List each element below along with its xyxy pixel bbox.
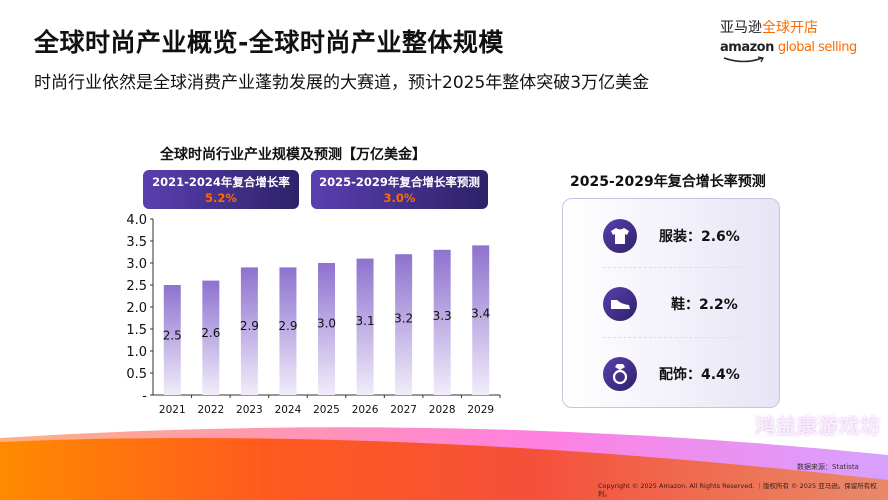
forecast-card: 服装：2.6% 鞋：2.2% 配饰：4.4% (562, 198, 780, 408)
forecast-title: 2025-2029年复合增长率预测 (570, 174, 766, 190)
bar-2025 (318, 263, 335, 395)
data-source: 数据来源：Statista (797, 463, 859, 471)
data-label: 2.9 (240, 319, 259, 333)
data-label: 3.1 (356, 314, 375, 328)
y-tick-label: 4.0 (126, 213, 147, 228)
badge-value: 5.2% (205, 191, 237, 205)
x-tick-label: 2029 (467, 404, 494, 416)
data-label: 3.4 (471, 307, 490, 321)
x-tick-label: 2027 (390, 404, 417, 416)
x-tick-label: 2025 (313, 404, 340, 416)
x-tick-label: 2021 (159, 404, 186, 416)
data-label: 2.5 (163, 329, 182, 343)
y-tick-label: 1.0 (126, 345, 147, 360)
y-tick-label: 0.5 (126, 367, 147, 382)
logo-en: amazon global selling (720, 40, 857, 55)
data-label: 2.6 (201, 326, 220, 340)
x-tick-label: 2026 (352, 404, 379, 416)
x-tick-label: 2022 (197, 404, 224, 416)
chart-title: 全球时尚行业产业规模及预测【万亿美金】 (160, 147, 426, 163)
forecast-item-accessories: 配饰：4.4% (603, 357, 740, 391)
logo-amazon: amazon (720, 40, 774, 55)
bar-2024 (279, 267, 297, 395)
bar-2022 (202, 280, 220, 395)
cagr-badge-2021-2024: 2021-2024年复合增长率 5.2% (143, 170, 299, 209)
bar-2029 (472, 245, 490, 395)
y-tick-label: 2.0 (126, 301, 147, 316)
bar-2027 (395, 254, 413, 395)
data-label: 3.2 (394, 312, 413, 326)
x-tick-label: 2023 (236, 404, 263, 416)
forecast-item-shoes: 鞋：2.2% (603, 287, 738, 321)
tshirt-icon (603, 219, 637, 253)
bar-2023 (240, 267, 258, 395)
forecast-label: 配饰：4.4% (659, 367, 740, 383)
bar-2026 (356, 258, 374, 395)
y-tick-label: 2.5 (126, 279, 147, 294)
data-label: 3.0 (317, 316, 336, 330)
page-title: 全球时尚产业概览-全球时尚产业整体规模 (34, 28, 504, 57)
bar-2028 (433, 249, 451, 395)
copyright: Copyright © 2025 Amazon. All Rights Rese… (598, 482, 877, 498)
forecast-item-apparel: 服装：2.6% (603, 219, 740, 253)
page-subtitle: 时尚行业依然是全球消费产业蓬勃发展的大赛道，预计2025年整体突破3万亿美金 (34, 73, 650, 93)
data-label: 2.9 (278, 319, 297, 333)
amazon-smile-icon (723, 56, 764, 63)
x-tick-label: 2028 (429, 404, 456, 416)
logo-cn-orange: 全球开店 (762, 20, 818, 36)
y-tick-label: 3.5 (126, 235, 147, 250)
y-tick-label: - (142, 389, 147, 404)
ring-icon (603, 357, 637, 391)
logo: 亚马逊全球开店 (720, 20, 818, 37)
shoe-icon (603, 287, 637, 321)
bar-2021 (163, 285, 181, 395)
badge-label: 2025-2029年复合增长率预测 (319, 175, 480, 189)
logo-global-selling: global selling (777, 40, 857, 55)
x-tick-label: 2024 (275, 404, 302, 416)
data-label: 3.3 (433, 309, 452, 323)
forecast-label: 鞋：2.2% (671, 297, 738, 313)
forecast-label: 服装：2.6% (659, 229, 740, 245)
divider (603, 267, 743, 268)
divider (603, 337, 743, 338)
watermark: 鸿益康游戏坊 (755, 414, 881, 438)
badge-label: 2021-2024年复合增长率 (152, 175, 290, 189)
badge-value: 3.0% (383, 191, 416, 205)
cagr-badge-2025-2029: 2025-2029年复合增长率预测 3.0% (311, 170, 488, 209)
y-tick-label: 1.5 (126, 323, 147, 338)
y-tick-label: 3.0 (126, 257, 147, 272)
logo-cn: 亚马逊 (720, 20, 762, 36)
